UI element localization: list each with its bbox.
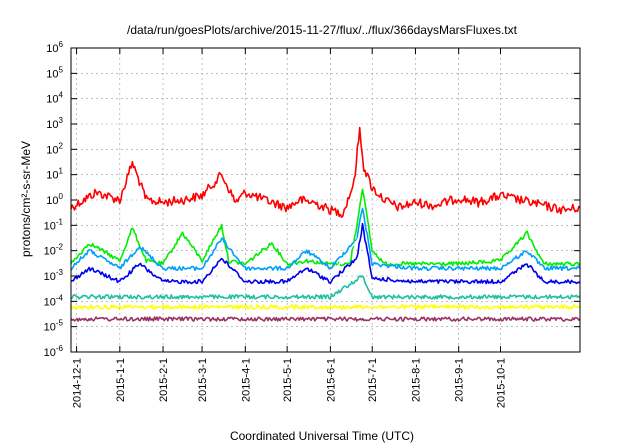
y-tick-label: 104 <box>46 91 63 106</box>
y-tick-label: 10-1 <box>44 217 64 232</box>
y-tick-exponent: -1 <box>56 217 64 226</box>
y-tick-exponent: -6 <box>56 344 64 353</box>
y-tick-base: 10 <box>46 94 58 106</box>
x-tick-label: 2015-6-1 <box>325 358 337 402</box>
y-tick-base: 10 <box>46 68 58 80</box>
y-tick-base: 10 <box>44 220 56 232</box>
y-tick-exponent: 6 <box>59 40 64 49</box>
grid <box>71 48 580 352</box>
y-tick-base: 10 <box>44 322 56 334</box>
y-tick-label: 10-3 <box>44 268 64 283</box>
x-tick-label: 2015-7-1 <box>367 358 379 402</box>
y-tick-label: 10-5 <box>44 319 64 334</box>
x-tick-label: 2015-4-1 <box>240 358 252 402</box>
y-tick-exponent: 5 <box>59 65 64 74</box>
x-tick-label: 2015-3-1 <box>197 358 209 402</box>
y-tick-base: 10 <box>46 170 58 182</box>
y-tick-exponent: -5 <box>56 319 64 328</box>
y-tick-exponent: 4 <box>59 91 64 100</box>
x-tick-label: 2015-2-1 <box>158 358 170 402</box>
x-tick-label: 2015-8-1 <box>410 358 422 402</box>
series-layer <box>70 126 581 322</box>
y-tick-label: 103 <box>46 116 63 131</box>
series-line-7 <box>70 304 581 310</box>
y-tick-exponent: -3 <box>56 268 64 277</box>
y-tick-label: 10-2 <box>44 243 64 258</box>
y-tick-label: 105 <box>46 65 63 80</box>
series-line-3 <box>70 207 581 272</box>
y-tick-base: 10 <box>46 195 58 207</box>
y-tick-base: 10 <box>46 43 58 55</box>
y-tick-label: 10-4 <box>44 293 64 308</box>
y-tick-label: 102 <box>46 141 63 156</box>
y-tick-exponent: -4 <box>56 293 64 302</box>
y-tick-base: 10 <box>44 246 56 258</box>
x-tick-label: 2015-5-1 <box>282 358 294 402</box>
y-tick-exponent: 3 <box>59 116 64 125</box>
y-tick-base: 10 <box>46 119 58 131</box>
y-tick-base: 10 <box>44 271 56 283</box>
y-tick-exponent: 1 <box>59 167 64 176</box>
y-tick-exponent: 0 <box>59 192 64 201</box>
y-axis-title: protons/cm²-s-sr-MeV <box>19 141 33 257</box>
y-tick-base: 10 <box>46 144 58 156</box>
ticks: 10-610-510-410-310-210-11001011021031041… <box>44 40 580 408</box>
x-tick-label: 2015-9-1 <box>454 358 466 402</box>
series-line-5 <box>70 222 581 285</box>
y-tick-base: 10 <box>44 296 56 308</box>
x-tick-label: 2015-1-1 <box>115 358 127 402</box>
chart-title: /data/run/goesPlots/archive/2015-11-27/f… <box>127 23 518 37</box>
series-line-2 <box>70 188 581 267</box>
y-tick-label: 10-6 <box>44 344 64 359</box>
y-tick-label: 101 <box>46 167 63 182</box>
y-tick-label: 106 <box>46 40 63 55</box>
x-tick-label: 2014-12-1 <box>72 358 84 408</box>
x-tick-label: 2015-10-1 <box>496 358 508 408</box>
series-line-6 <box>70 275 581 300</box>
y-tick-exponent: 2 <box>59 141 64 150</box>
series-line-8 <box>70 316 581 322</box>
x-axis-title: Coordinated Universal Time (UTC) <box>230 429 414 443</box>
y-tick-exponent: -2 <box>56 243 64 252</box>
y-tick-base: 10 <box>44 347 56 359</box>
series-line-1 <box>70 126 581 219</box>
y-tick-label: 100 <box>46 192 63 207</box>
